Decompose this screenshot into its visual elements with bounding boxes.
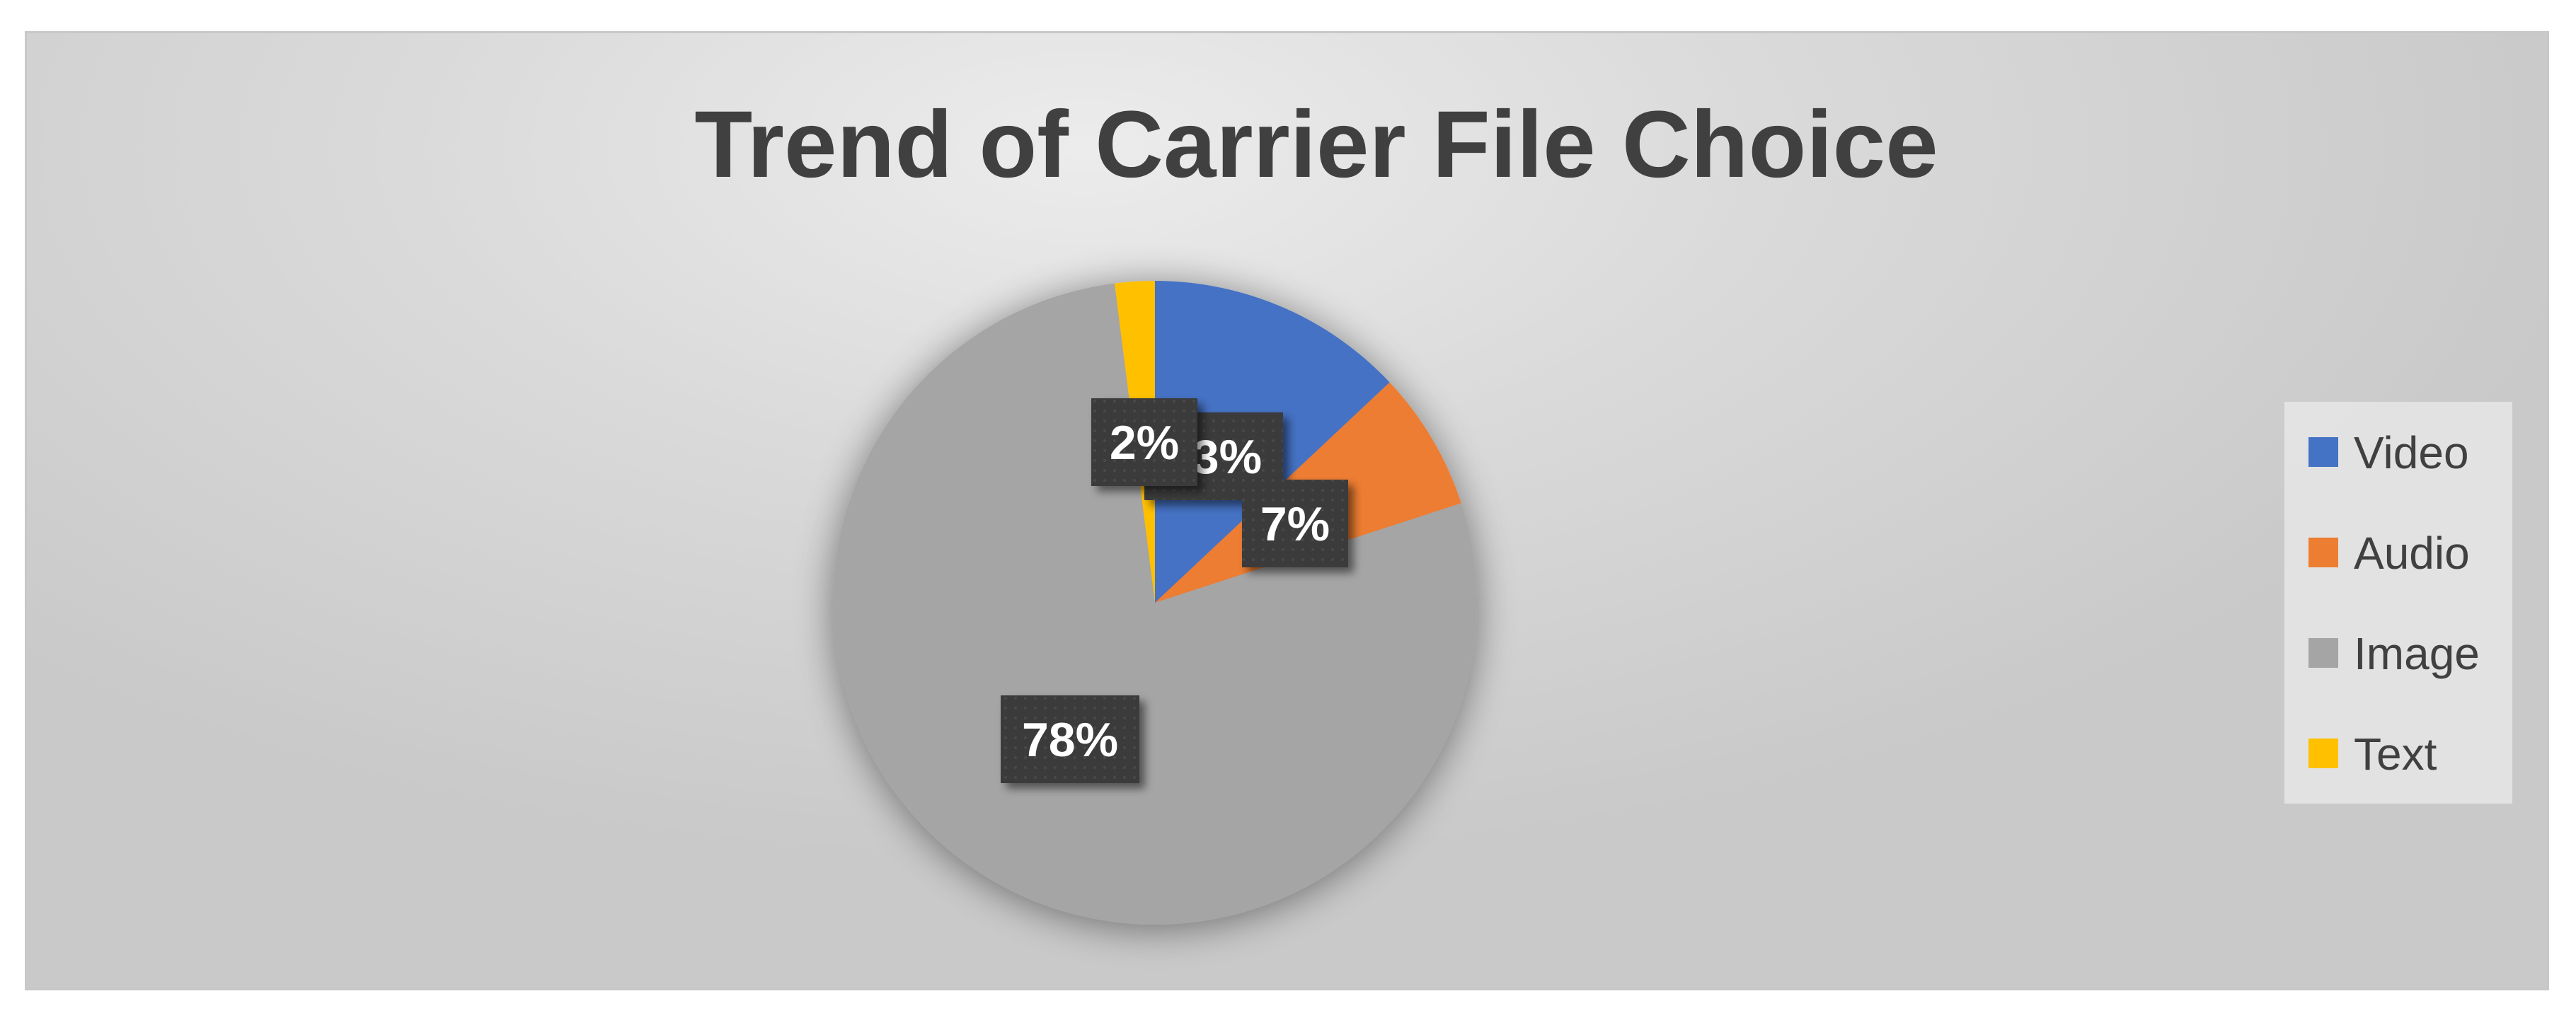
- legend-box: [2284, 402, 2512, 804]
- legend-label: Audio: [2354, 528, 2470, 579]
- data-label-text: 2%: [1091, 398, 1197, 486]
- legend-label: Video: [2354, 427, 2469, 478]
- legend-label: Image: [2354, 628, 2480, 679]
- legend-item-image: Image: [2308, 628, 2480, 679]
- legend-swatch: [2308, 739, 2338, 768]
- data-label-box: [1001, 695, 1139, 783]
- legend-item-audio: Audio: [2308, 528, 2470, 579]
- data-label-value: 2%: [1110, 416, 1179, 470]
- legend-item-video: Video: [2308, 427, 2469, 478]
- data-label-image: 78%: [1001, 695, 1139, 783]
- legend-swatch: [2308, 638, 2338, 668]
- chart-title: Trend of Carrier File Choice: [694, 92, 1938, 197]
- legend-swatch: [2308, 437, 2338, 467]
- legend-swatch: [2308, 538, 2338, 567]
- legend: Video Audio Image Text: [2308, 427, 2480, 780]
- data-label-value: 7%: [1260, 497, 1330, 551]
- data-label-box: [1242, 480, 1348, 567]
- data-label-audio: 7%: [1242, 480, 1348, 567]
- pie-slices: [833, 281, 1477, 925]
- legend-item-text: Text: [2308, 729, 2437, 780]
- legend-label: Text: [2354, 729, 2437, 780]
- pie-slice-image: [833, 283, 1477, 925]
- data-label-value: 78%: [1022, 713, 1118, 767]
- data-labels: 13%7%78%2%: [1001, 398, 1348, 783]
- data-label-box: [1091, 398, 1197, 486]
